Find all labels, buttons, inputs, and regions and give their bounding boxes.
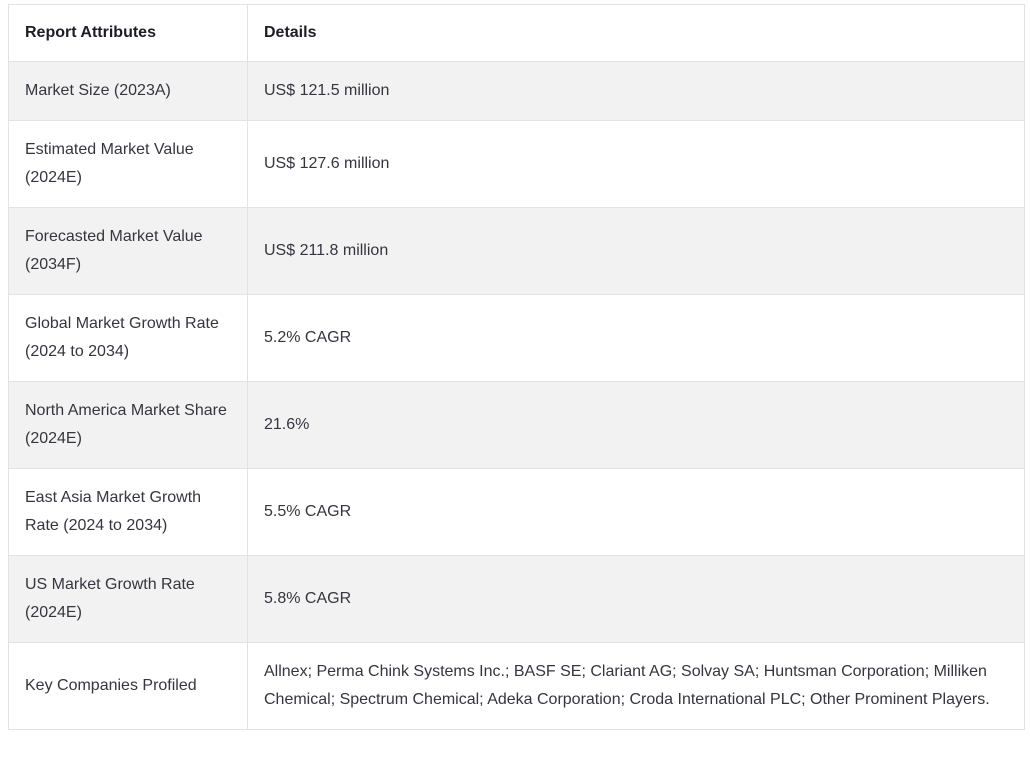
table-row: Forecasted Market Value (2034F) US$ 211.8… — [8, 207, 1025, 295]
detail-cell: US$ 211.8 million — [247, 207, 1025, 295]
table-row: East Asia Market Growth Rate (2024 to 20… — [8, 468, 1025, 556]
table-row: US Market Growth Rate (2024E) 5.8% CAGR — [8, 555, 1025, 643]
table-body: Market Size (2023A) US$ 121.5 million Esti… — [8, 61, 1025, 730]
detail-cell: 5.5% CAGR — [247, 468, 1025, 556]
attribute-cell: Global Market Growth Rate (2024 to 2034) — [8, 294, 248, 382]
attribute-cell: Estimated Market Value (2024E) — [8, 120, 248, 208]
attribute-cell: East Asia Market Growth Rate (2024 to 20… — [8, 468, 248, 556]
table-row: Global Market Growth Rate (2024 to 2034)… — [8, 294, 1025, 382]
detail-cell: 21.6% — [247, 381, 1025, 469]
detail-cell: US$ 127.6 million — [247, 120, 1025, 208]
column-header-report-attributes: Report Attributes — [8, 4, 248, 62]
attribute-cell: Market Size (2023A) — [8, 61, 248, 121]
detail-cell: US$ 121.5 million — [247, 61, 1025, 121]
table-row: Key Companies Profiled Allnex; Perma Chin… — [8, 642, 1025, 730]
detail-cell: 5.2% CAGR — [247, 294, 1025, 382]
table-header-row: Report Attributes Details — [8, 4, 1025, 62]
attribute-cell: Key Companies Profiled — [8, 642, 248, 730]
attribute-cell: Forecasted Market Value (2034F) — [8, 207, 248, 295]
table-row: Estimated Market Value (2024E) US$ 127.6 … — [8, 120, 1025, 208]
detail-cell: Allnex; Perma Chink Systems Inc.; BASF S… — [247, 642, 1025, 730]
detail-cell: 5.8% CAGR — [247, 555, 1025, 643]
attribute-cell: North America Market Share (2024E) — [8, 381, 248, 469]
column-header-details: Details — [247, 4, 1025, 62]
attribute-cell: US Market Growth Rate (2024E) — [8, 555, 248, 643]
report-table-container: Report Attributes Details Market Size (2… — [8, 4, 1025, 730]
table-row: North America Market Share (2024E) 21.6% — [8, 381, 1025, 469]
report-attributes-table: Report Attributes Details Market Size (2… — [8, 4, 1025, 730]
table-row: Market Size (2023A) US$ 121.5 million — [8, 61, 1025, 121]
